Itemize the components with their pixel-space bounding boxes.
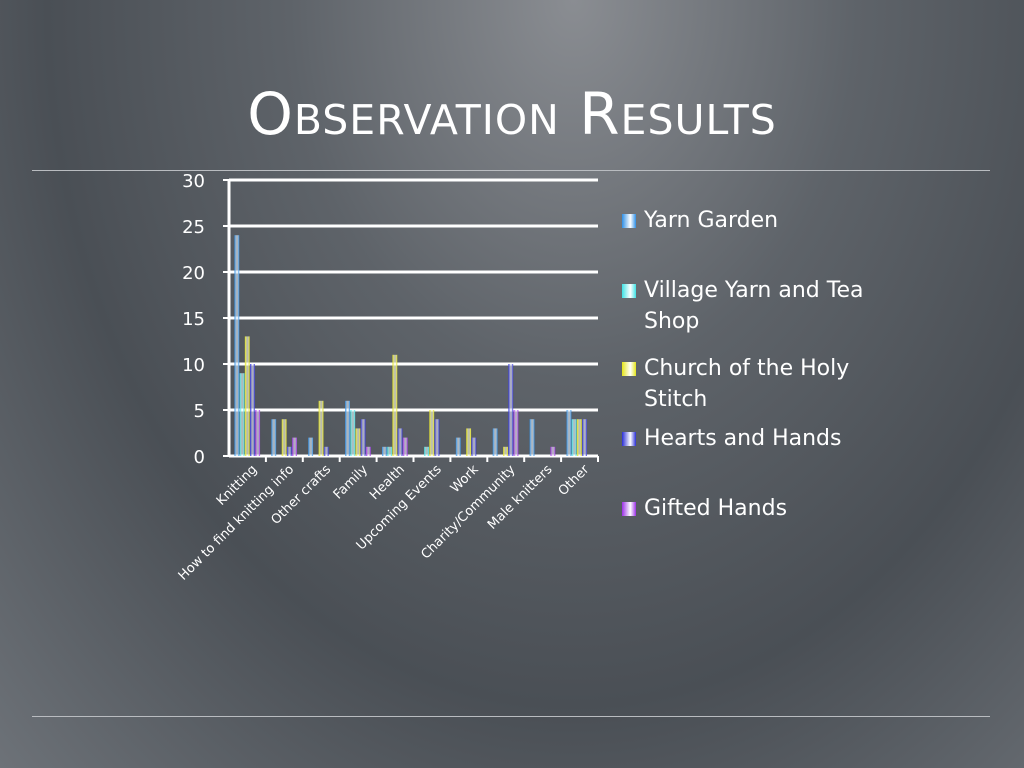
bar-yarn-garden-1: [271, 419, 277, 456]
bar-yarn-garden-0: [234, 235, 240, 456]
bar-church-of-the-holy-stitch-5: [429, 410, 435, 456]
y-tick-label: 15: [182, 309, 205, 330]
x-tick-label: Family: [331, 462, 371, 502]
legend-label: Church of the Holy Stitch: [644, 356, 850, 412]
legend-item: Hearts and Hands: [622, 423, 872, 454]
bar-church-of-the-holy-stitch-3: [355, 428, 361, 456]
bar-yarn-garden-4: [382, 446, 387, 456]
bar-hearts-and-hands-6: [471, 437, 477, 456]
bar-village-yarn-and-tea-shop-0: [239, 373, 245, 456]
legend-swatch: [622, 214, 636, 228]
bar-gifted-hands-8: [550, 446, 556, 456]
x-tick-label: Male knitters: [485, 462, 556, 533]
y-tick-label: 30: [182, 171, 205, 192]
bar-yarn-garden-6: [455, 437, 461, 456]
legend-swatch: [622, 502, 636, 516]
bar-gifted-hands-4: [402, 437, 408, 456]
bar-hearts-and-hands-0: [250, 364, 255, 456]
legend-label: Village Yarn and Tea Shop: [644, 278, 864, 334]
bar-hearts-and-hands-4: [397, 428, 403, 456]
bar-hearts-and-hands-7: [508, 364, 514, 456]
bar-gifted-hands-7: [513, 410, 519, 456]
legend-label: Hearts and Hands: [644, 426, 842, 451]
bar-yarn-garden-9: [566, 410, 572, 456]
legend-label: Yarn Garden: [644, 208, 779, 233]
y-tick-label: 10: [182, 355, 205, 376]
bar-hearts-and-hands-5: [434, 419, 440, 456]
bar-village-yarn-and-tea-shop-5: [424, 446, 429, 456]
bar-village-yarn-and-tea-shop-4: [387, 446, 393, 456]
bar-hearts-and-hands-9: [582, 419, 587, 456]
bar-church-of-the-holy-stitch-2: [318, 400, 324, 456]
y-tick-label: 0: [194, 447, 205, 468]
y-tick-label: 5: [194, 401, 205, 422]
legend-item: Yarn Garden: [622, 205, 872, 236]
bar-church-of-the-holy-stitch-7: [503, 446, 508, 456]
legend-item: Church of the Holy Stitch: [622, 353, 872, 415]
x-tick-label: Other: [556, 462, 593, 499]
legend-item: Gifted Hands: [622, 493, 872, 524]
bar-yarn-garden-2: [308, 437, 314, 456]
bar-church-of-the-holy-stitch-4: [392, 354, 398, 456]
bar-yarn-garden-7: [492, 428, 498, 456]
title-divider: [32, 170, 990, 171]
legend-swatch: [622, 432, 636, 446]
bar-village-yarn-and-tea-shop-3: [350, 410, 356, 456]
legend-swatch: [622, 284, 636, 298]
bar-hearts-and-hands-1: [286, 446, 292, 456]
bar-church-of-the-holy-stitch-6: [466, 428, 472, 456]
bar-church-of-the-holy-stitch-9: [576, 419, 582, 456]
legend-swatch: [622, 362, 636, 376]
bar-yarn-garden-3: [345, 400, 350, 456]
y-tick-label: 25: [182, 217, 205, 238]
legend-label: Gifted Hands: [644, 496, 788, 521]
legend-item: Village Yarn and Tea Shop: [622, 275, 872, 337]
x-tick-label: Work: [448, 462, 482, 496]
bar-hearts-and-hands-2: [323, 446, 329, 456]
footer-divider: [32, 716, 990, 717]
y-tick-label: 20: [182, 263, 205, 284]
bar-gifted-hands-3: [365, 446, 371, 456]
bar-gifted-hands-1: [292, 437, 297, 456]
bar-gifted-hands-0: [255, 410, 261, 456]
bar-yarn-garden-8: [529, 419, 535, 456]
bar-church-of-the-holy-stitch-1: [281, 419, 287, 456]
bar-hearts-and-hands-3: [360, 419, 366, 456]
bar-village-yarn-and-tea-shop-9: [571, 419, 577, 456]
bar-church-of-the-holy-stitch-0: [244, 336, 250, 456]
slide-title: Observation Results: [247, 80, 777, 148]
